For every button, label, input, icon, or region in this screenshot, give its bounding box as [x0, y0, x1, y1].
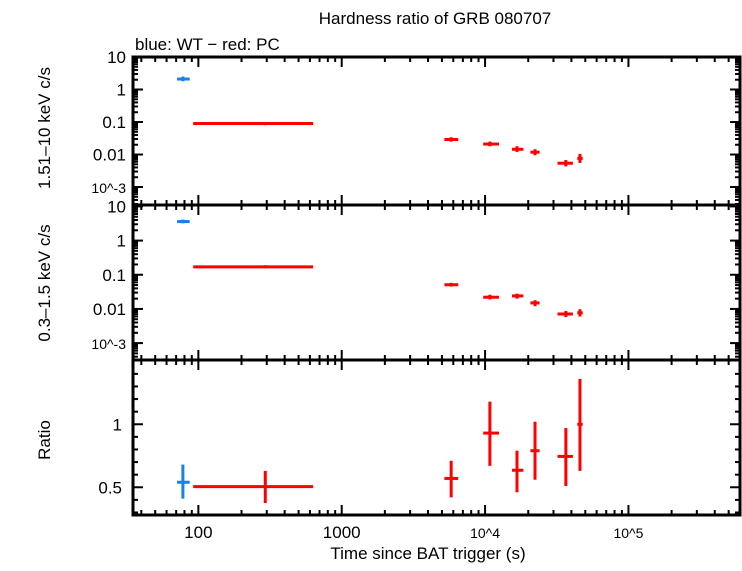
pc-data-point: [193, 265, 314, 269]
y-tick-label: 0.1: [102, 113, 126, 132]
y-axis-label-soft: 0.3–1.5 keV c/s: [35, 224, 54, 341]
y-tick-label: 10: [107, 48, 126, 67]
chart-title: Hardness ratio of GRB 080707: [319, 9, 551, 28]
pc-data-point: [483, 401, 499, 466]
pc-data-point: [193, 470, 314, 504]
y-tick-label: 1: [113, 415, 122, 434]
chart-subtitle: blue: WT − red: PC: [135, 35, 280, 54]
wt-data-point: [177, 219, 190, 224]
pc-data-point: [483, 294, 499, 300]
pc-data-point: [511, 293, 524, 299]
pc-data-point: [444, 137, 459, 142]
panel-frame: [131, 203, 742, 362]
y-axis-label-ratio: Ratio: [35, 420, 54, 460]
pc-data-point: [511, 146, 524, 152]
pc-data-point: [530, 149, 540, 156]
panel-frame: [131, 55, 742, 207]
x-tick-label: 10^4: [470, 525, 500, 541]
pc-data-point: [530, 421, 540, 480]
pc-data-point: [444, 282, 459, 287]
pc-data-point: [557, 159, 573, 167]
pc-data-point: [577, 153, 583, 163]
pc-data-point: [577, 309, 583, 317]
y-tick-label: 0.1: [102, 266, 126, 285]
y-tick-label: 10: [107, 197, 126, 216]
y-tick-label: 1: [117, 81, 126, 100]
y-tick-label: 0.5: [98, 478, 122, 497]
y-tick-label: 1: [117, 232, 126, 251]
y-tick-label: 10^-3: [91, 336, 126, 352]
panel-frame: [131, 358, 742, 517]
pc-data-point: [577, 378, 583, 471]
pc-data-point: [511, 450, 524, 493]
pc-data-point: [557, 310, 573, 318]
pc-data-point: [483, 141, 499, 147]
x-tick-label: 10^5: [613, 525, 643, 541]
x-axis-label: Time since BAT trigger (s): [330, 544, 525, 563]
x-tick-label: 1000: [323, 523, 361, 542]
y-tick-label: 10^-3: [91, 180, 126, 196]
pc-data-point: [557, 428, 573, 487]
pc-data-point: [444, 460, 459, 498]
wt-data-point: [177, 76, 190, 82]
pc-data-point: [530, 300, 540, 307]
pc-data-point: [193, 122, 314, 126]
wt-data-point: [177, 464, 190, 499]
y-axis-label-hard: 1.51–10 keV c/s: [35, 67, 54, 189]
x-tick-label: 100: [184, 523, 212, 542]
y-tick-label: 0.01: [93, 146, 126, 165]
y-tick-label: 0.01: [93, 300, 126, 319]
